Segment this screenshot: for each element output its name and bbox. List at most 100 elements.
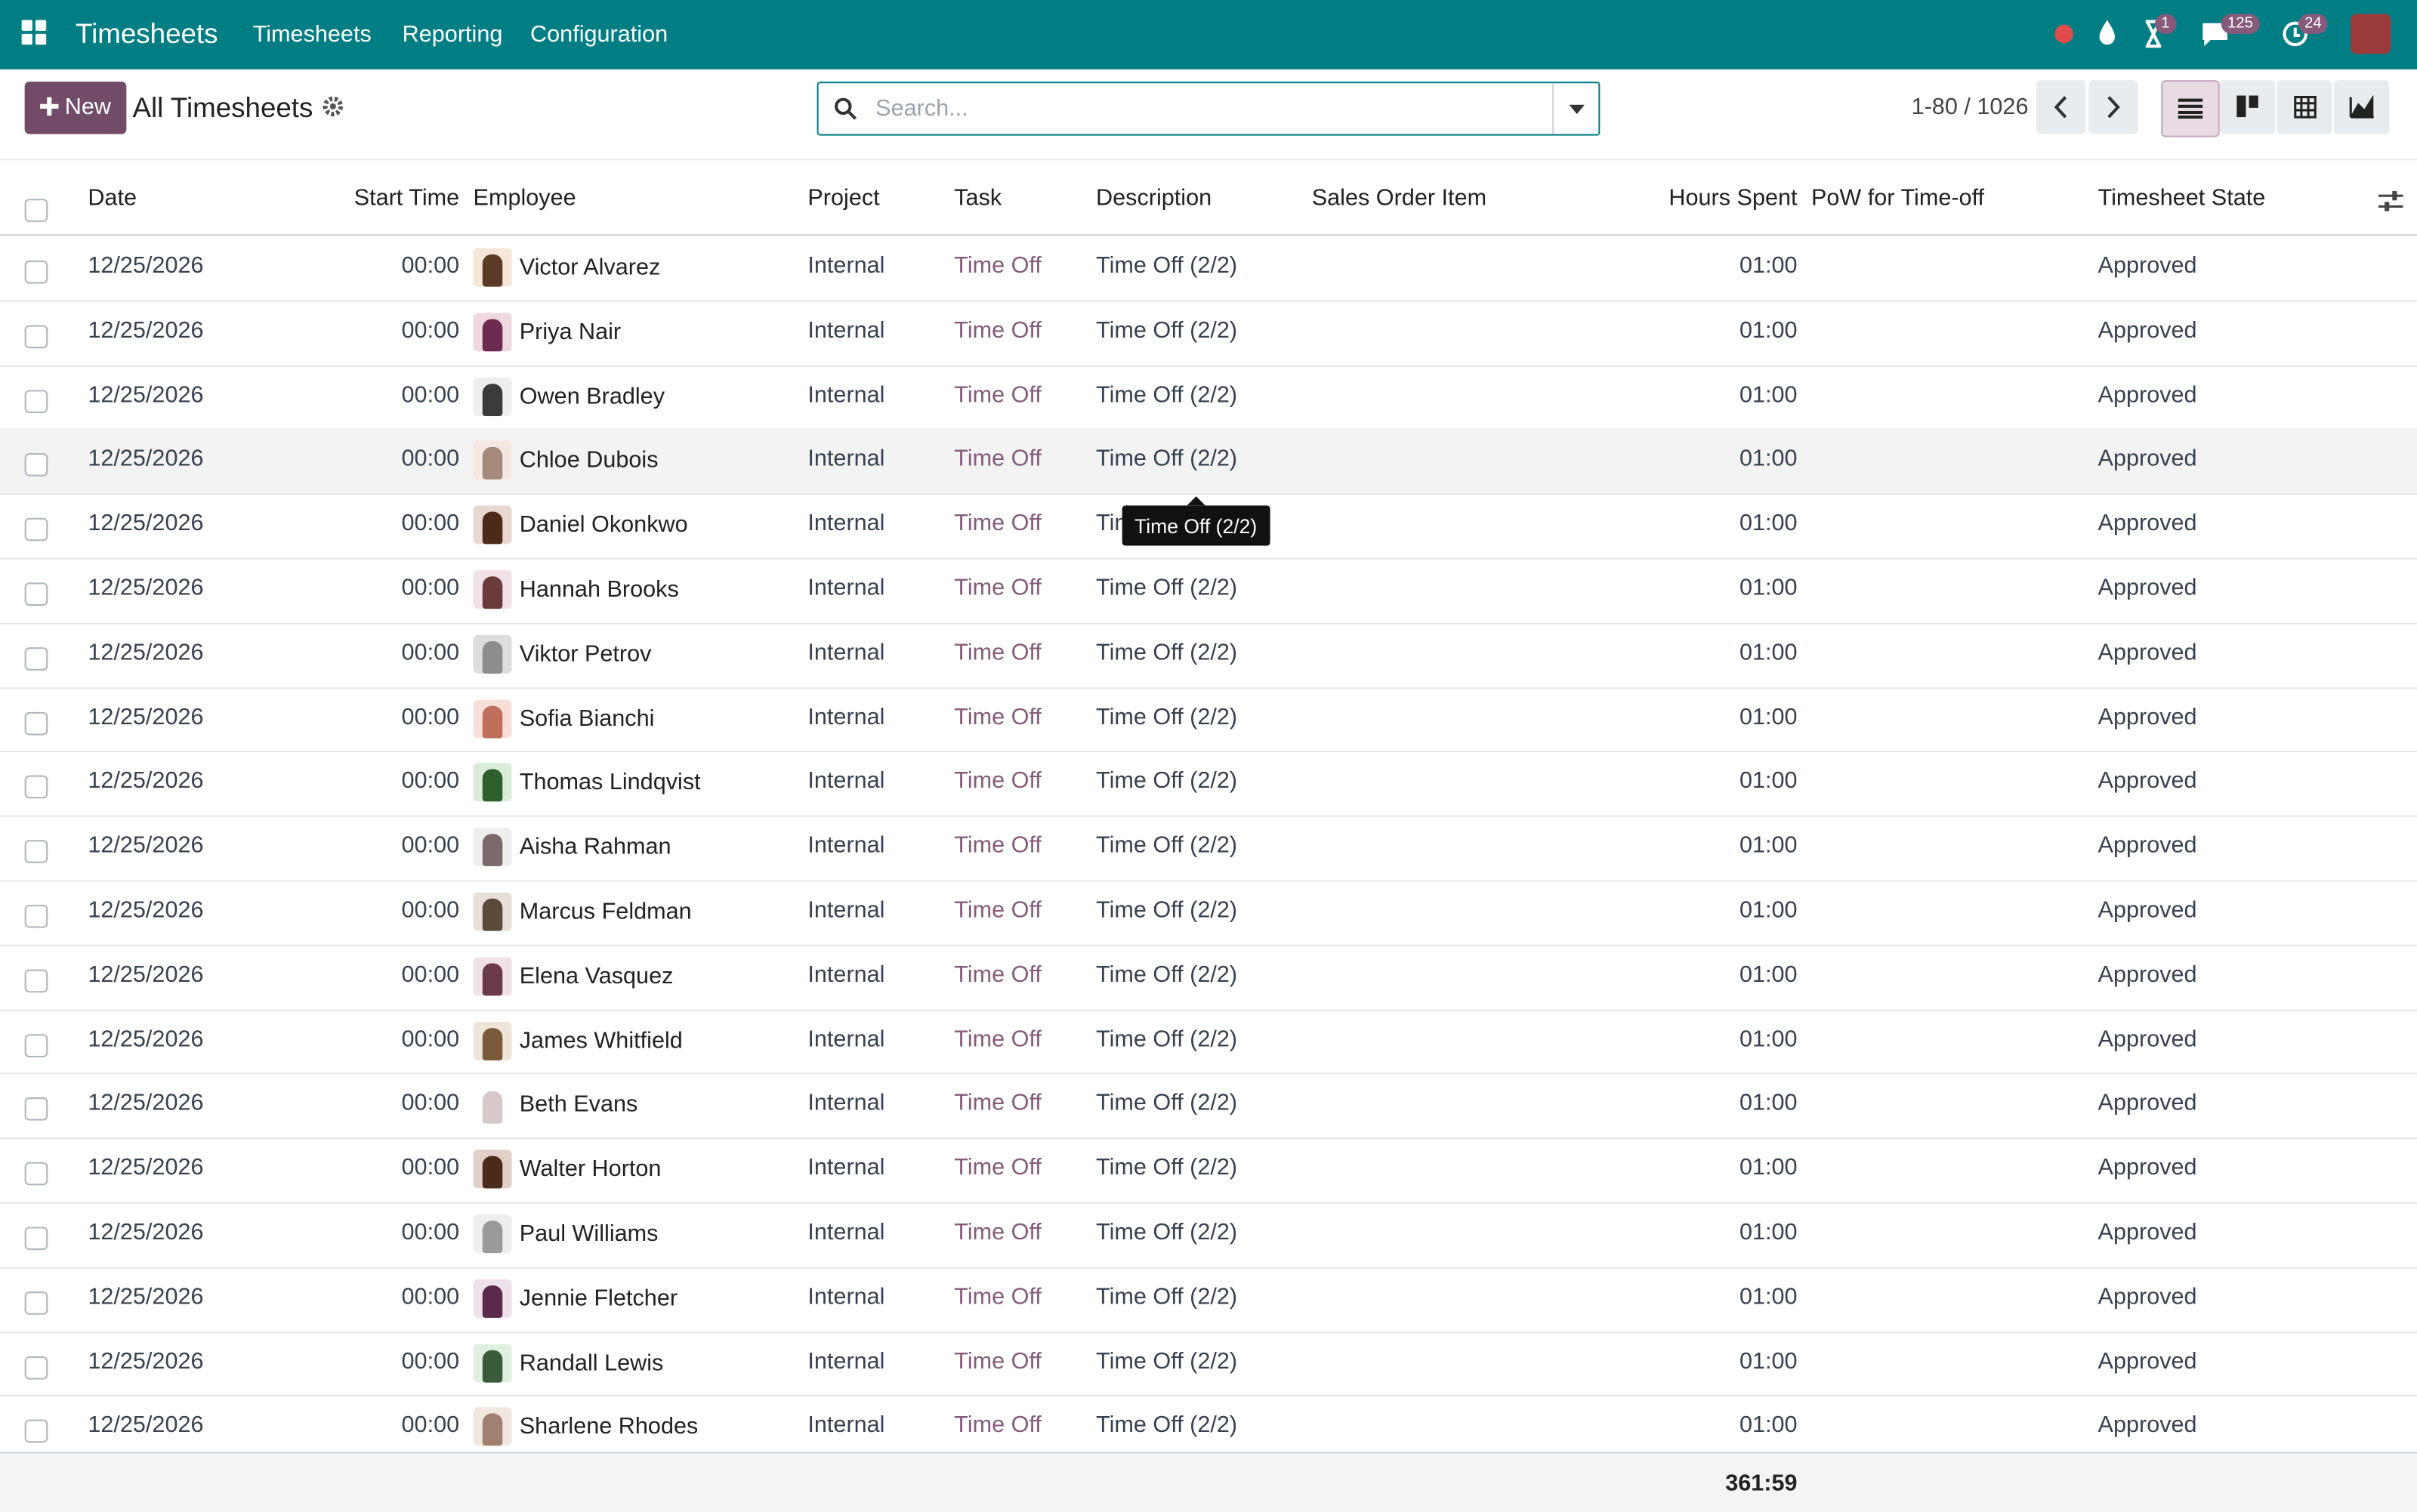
cell[interactable]: Time Off — [954, 896, 1042, 924]
row-checkbox[interactable] — [24, 904, 48, 928]
cell[interactable]: Time Off — [954, 1283, 1042, 1310]
next-button[interactable] — [2088, 80, 2138, 134]
column-header[interactable]: Date — [88, 184, 137, 211]
cell[interactable]: Time Off — [954, 703, 1042, 730]
table-row[interactable]: 12/25/2026 00:00 Chloe Dubois Internal Time … — [0, 429, 2417, 495]
row-checkbox[interactable] — [24, 260, 48, 284]
table-row[interactable]: 12/25/2026 00:00 James Whitfield Internal Ti… — [0, 1009, 2417, 1075]
table-row[interactable]: 12/25/2026 00:00 Paul Williams Internal Time… — [0, 1202, 2417, 1269]
column-header[interactable]: Project — [807, 184, 880, 211]
select-all-checkbox[interactable] — [24, 199, 48, 222]
avatar-figure — [482, 1156, 503, 1189]
cell[interactable]: Time Off — [954, 1219, 1042, 1245]
graph-view-button[interactable] — [2333, 80, 2390, 134]
table-row[interactable]: 12/25/2026 00:00 Elena Vasquez Internal Time… — [0, 945, 2417, 1011]
app-name[interactable]: Timesheets — [75, 18, 218, 50]
row-checkbox[interactable] — [24, 1162, 48, 1186]
column-header[interactable]: Start Time — [353, 184, 460, 211]
row-checkbox[interactable] — [24, 1227, 48, 1251]
pivot-view-button[interactable] — [2277, 80, 2332, 134]
column-header[interactable]: PoW for Time-off — [1810, 184, 1985, 211]
kanban-view-button[interactable] — [2219, 80, 2276, 134]
chat-icon[interactable] — [2199, 20, 2230, 48]
cell[interactable]: Time Off — [954, 446, 1042, 473]
column-header[interactable]: Description — [1096, 184, 1212, 211]
table-row[interactable]: 12/25/2026 00:00 Walter Horton Internal Time… — [0, 1137, 2417, 1204]
table-row[interactable]: 12/25/2026 00:00 Jennie Fletcher Internal Ti… — [0, 1267, 2417, 1333]
menu-item[interactable]: Timesheets — [252, 21, 372, 48]
table-row[interactable]: 12/25/2026 00:00 Victor Alvarez Internal Tim… — [0, 236, 2417, 302]
cell[interactable]: Time Off — [954, 575, 1042, 601]
activity-icon[interactable] — [2143, 20, 2165, 48]
row-checkbox[interactable] — [24, 1097, 48, 1122]
cell[interactable]: Time Off — [954, 316, 1042, 344]
cell[interactable]: Time Off — [954, 1154, 1042, 1181]
clock-icon[interactable] — [2281, 20, 2309, 48]
drop-icon[interactable] — [2096, 18, 2118, 46]
record-icon[interactable] — [2053, 23, 2075, 45]
cell[interactable]: Time Off — [954, 510, 1042, 537]
cell[interactable]: Time Off — [954, 1347, 1042, 1375]
menu-item[interactable]: Reporting — [402, 21, 503, 48]
row-checkbox[interactable] — [24, 1291, 48, 1315]
cell: Jennie Fletcher — [519, 1285, 678, 1312]
cell: Walter Horton — [519, 1156, 662, 1183]
cell[interactable]: Time Off — [954, 1026, 1042, 1053]
chevron — [2107, 96, 2120, 119]
prev-button[interactable] — [2036, 80, 2086, 134]
table-row[interactable]: 12/25/2026 00:00 Hannah Brooks Internal Time… — [0, 558, 2417, 625]
table-row[interactable]: 12/25/2026 00:00 Viktor Petrov Internal Time… — [0, 622, 2417, 689]
cell: 01:00 — [1739, 510, 1798, 537]
column-header[interactable]: Sales Order Item — [1311, 184, 1487, 211]
row-checkbox[interactable] — [24, 711, 48, 735]
row-checkbox[interactable] — [24, 840, 48, 864]
menu-item[interactable]: Configuration — [530, 21, 668, 48]
table-row[interactable]: 12/25/2026 00:00 Beth Evans Internal Time Of… — [0, 1073, 2417, 1140]
table-row[interactable]: 12/25/2026 00:00 Aisha Rahman Internal Time … — [0, 816, 2417, 882]
new-button[interactable]: New — [24, 82, 127, 134]
cell: 01:00 — [1739, 446, 1798, 473]
table-row[interactable]: 12/25/2026 00:00 Sofia Bianchi Internal Time… — [0, 687, 2417, 753]
table-row[interactable]: 12/25/2026 00:00 Marcus Feldman Internal Tim… — [0, 880, 2417, 946]
gear-icon[interactable] — [323, 96, 344, 118]
cell[interactable]: Time Off — [954, 381, 1042, 408]
cell: 01:00 — [1739, 1283, 1798, 1310]
cell: Approved — [2098, 1283, 2197, 1310]
row-checkbox[interactable] — [24, 969, 48, 992]
row-checkbox[interactable] — [24, 582, 48, 606]
cell[interactable]: Time Off — [954, 1090, 1042, 1117]
row-checkbox[interactable] — [24, 453, 48, 477]
column-header[interactable]: Task — [954, 184, 1002, 211]
row-checkbox[interactable] — [24, 389, 48, 413]
cell: Time Off (2/2) — [1096, 1347, 1238, 1375]
table-row[interactable]: 12/25/2026 00:00 Priya Nair Internal Time Of… — [0, 301, 2417, 366]
search-box[interactable]: Search... — [816, 82, 1601, 136]
dropdown-icon[interactable] — [1567, 103, 1585, 116]
cell[interactable]: Time Off — [954, 252, 1042, 279]
user-avatar[interactable] — [2351, 14, 2391, 54]
table-row[interactable]: 12/25/2026 00:00 Randall Lewis Internal Time… — [0, 1331, 2417, 1397]
optional-columns-icon[interactable] — [2378, 191, 2403, 213]
column-header[interactable]: Hours Spent — [1668, 184, 1798, 211]
column-header[interactable]: Employee — [473, 184, 576, 211]
list-view-button[interactable] — [2161, 80, 2220, 137]
table-row[interactable]: 12/25/2026 00:00 Thomas Lindqvist Internal T… — [0, 751, 2417, 818]
employee-avatar — [473, 699, 512, 738]
row-checkbox[interactable] — [24, 325, 48, 348]
cell[interactable]: Time Off — [954, 961, 1042, 988]
row-checkbox[interactable] — [24, 1420, 48, 1443]
row-checkbox[interactable] — [24, 1356, 48, 1379]
cell[interactable]: Time Off — [954, 639, 1042, 666]
row-checkbox[interactable] — [24, 518, 48, 542]
cell: 00:00 — [401, 832, 460, 859]
apps-icon[interactable] — [21, 20, 48, 47]
cell[interactable]: Time Off — [954, 1412, 1042, 1439]
column-header[interactable]: Timesheet State — [2098, 184, 2266, 211]
row-checkbox[interactable] — [24, 1033, 48, 1057]
row-checkbox[interactable] — [24, 646, 48, 671]
row-checkbox[interactable] — [24, 776, 48, 799]
cell[interactable]: Time Off — [954, 768, 1042, 795]
cell: 00:00 — [401, 703, 460, 730]
cell[interactable]: Time Off — [954, 832, 1042, 859]
table-row[interactable]: 12/25/2026 00:00 Owen Bradley Internal Time … — [0, 365, 2417, 431]
